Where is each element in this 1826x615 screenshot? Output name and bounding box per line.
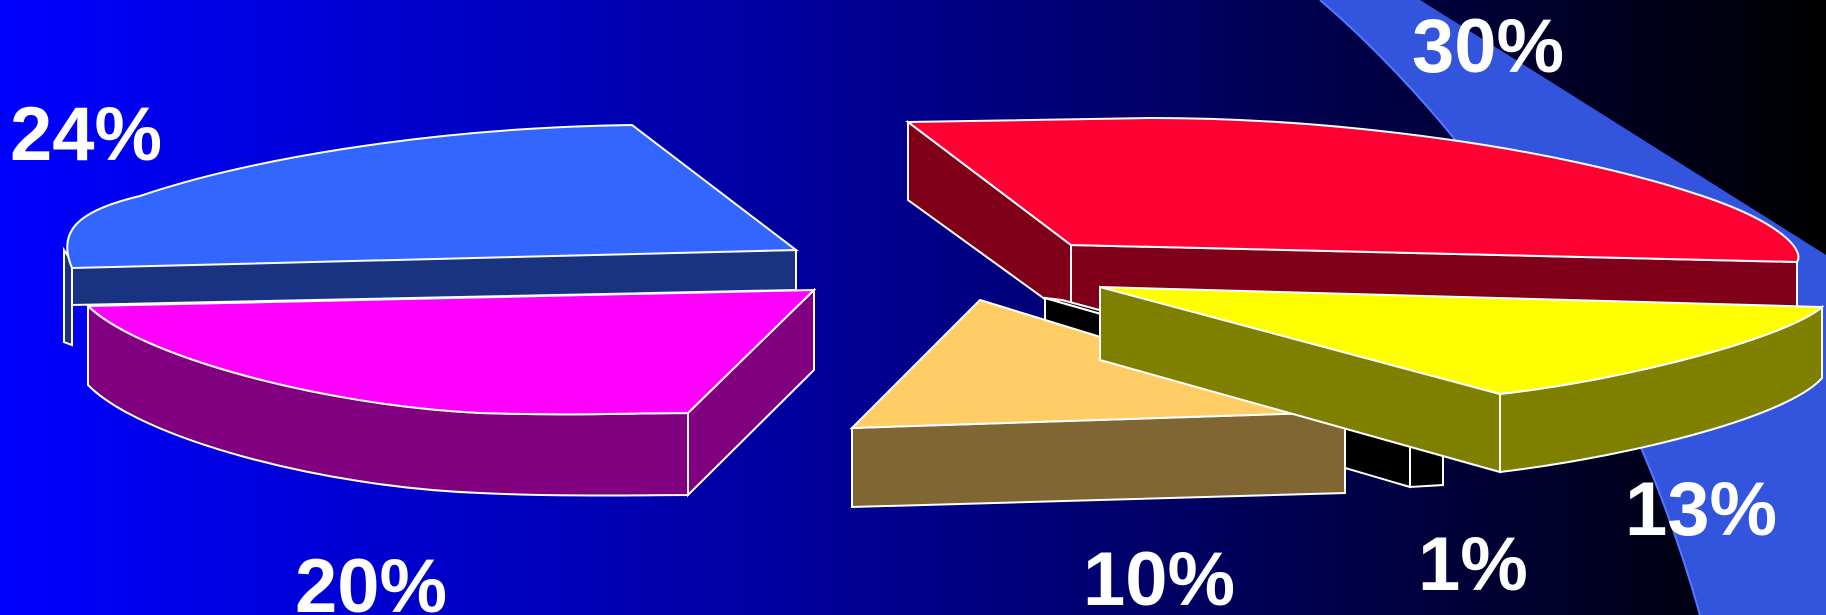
slice-label: 24% [10, 92, 162, 177]
slice-label: 1% [1418, 522, 1528, 607]
slice-label: 10% [1083, 537, 1235, 615]
slice-label: 20% [295, 544, 447, 615]
slice-label: 30% [1412, 4, 1564, 89]
slice-label: 13% [1625, 467, 1777, 552]
